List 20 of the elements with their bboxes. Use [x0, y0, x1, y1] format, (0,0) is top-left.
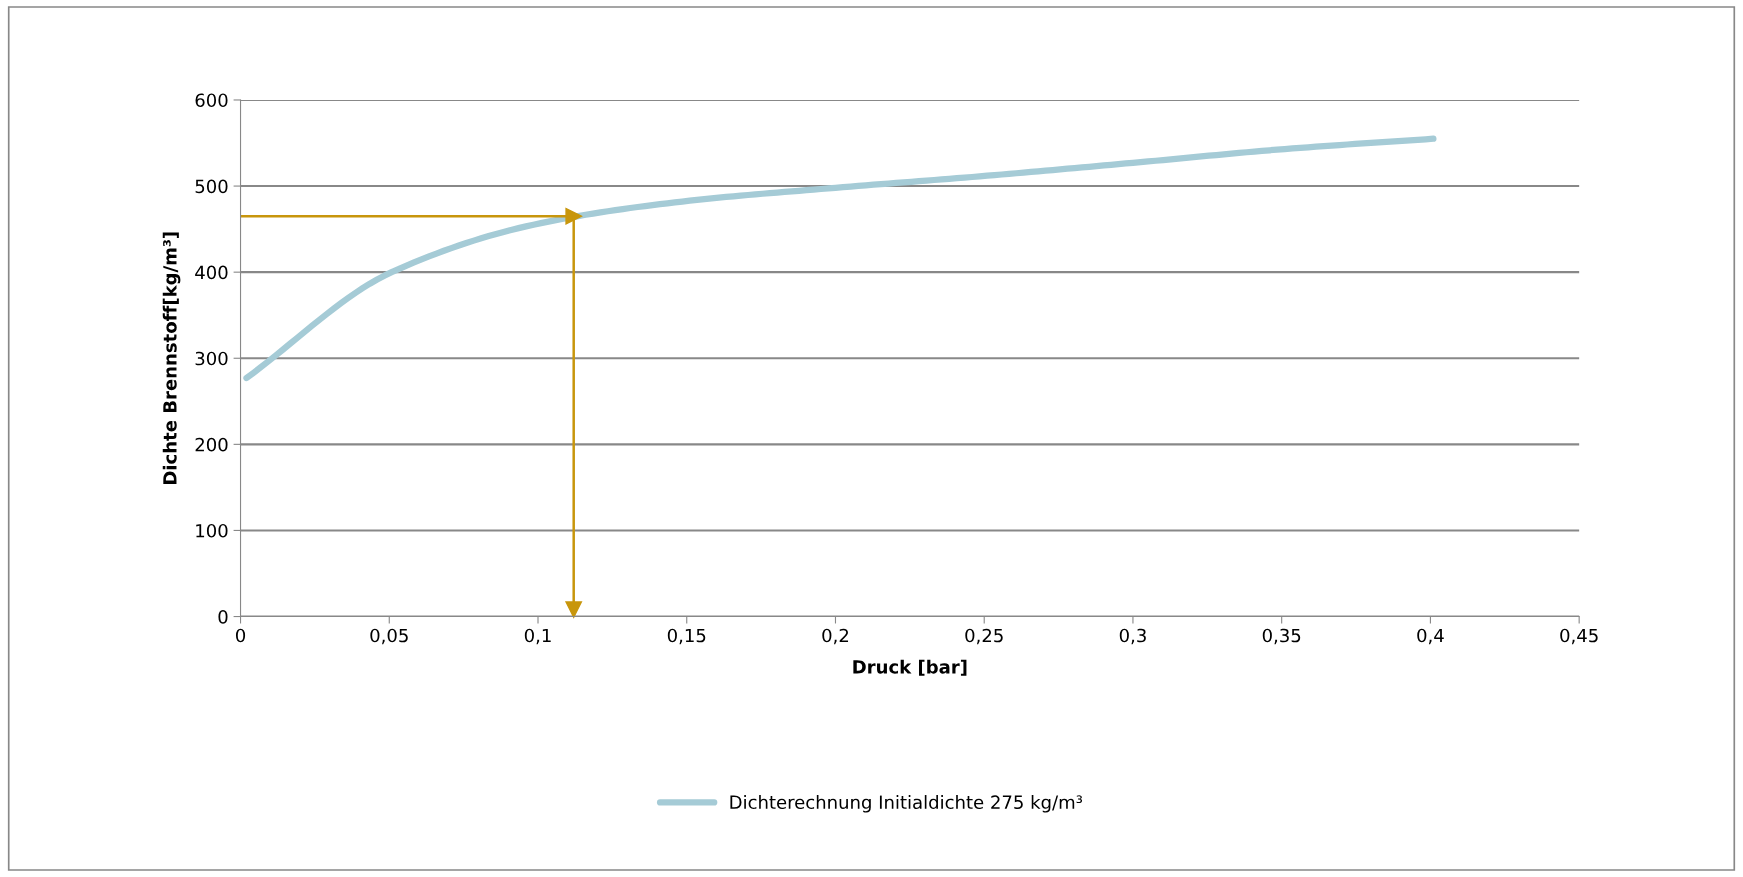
y-tick-label: 500 — [195, 179, 228, 194]
x-tick-label: 0,3 — [1119, 628, 1146, 645]
y-tick-label: 100 — [196, 523, 228, 538]
x-tick-label: 0,2 — [822, 628, 849, 645]
x-tick-label: 0,05 — [370, 628, 408, 645]
x-tick-label: 0,45 — [1560, 628, 1598, 645]
y-tick-label: 300 — [195, 351, 228, 366]
x-tick-label: 0,15 — [667, 628, 706, 645]
y-axis-title: Dichte Brennstoff[kg/m³] — [162, 232, 181, 484]
x-tick-label: 0 — [235, 628, 246, 643]
x-tick-label: 0,25 — [965, 628, 1003, 645]
x-tick-label: 0,4 — [1417, 628, 1444, 645]
legend-label: Dichterechnung Initialdichte 275 kg/m³ — [730, 795, 1083, 813]
y-tick-label: 200 — [195, 437, 228, 452]
x-tick-label: 0,35 — [1262, 628, 1301, 645]
y-tick-label: 600 — [195, 93, 228, 108]
y-tick-label: 0 — [218, 609, 228, 624]
y-tick-label: 400 — [195, 265, 228, 280]
x-tick-label: 0,1 — [524, 628, 551, 645]
x-axis-title: Druck [bar] — [853, 659, 967, 676]
